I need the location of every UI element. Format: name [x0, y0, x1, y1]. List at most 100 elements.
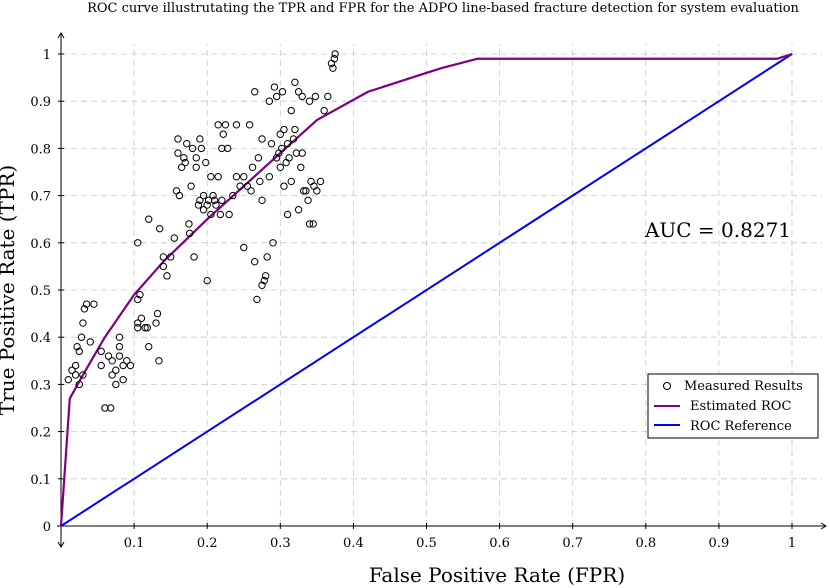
measured-point — [247, 187, 255, 195]
measured-point — [258, 196, 266, 205]
measured-point — [187, 182, 195, 190]
measured-point — [248, 163, 257, 171]
x-tick-label: 0.8 — [635, 536, 656, 551]
measured-point — [245, 121, 254, 129]
x-tick-label: 0.9 — [709, 536, 730, 551]
measured-point — [64, 375, 73, 384]
x-tick-label: 0.5 — [416, 536, 437, 551]
measured-point — [313, 187, 321, 195]
measured-point — [159, 253, 168, 261]
measured-point — [269, 239, 277, 247]
roc-reference-line — [60, 53, 793, 527]
measured-point — [305, 97, 314, 105]
measured-point — [258, 281, 266, 289]
x-tick-label: 0.7 — [562, 536, 583, 551]
x-axis-arrow — [820, 522, 827, 530]
measured-point — [276, 130, 284, 138]
y-tick-label: 0.4 — [30, 331, 51, 346]
measured-point — [285, 154, 293, 162]
legend-marker-measured — [662, 381, 672, 391]
measured-point — [251, 257, 259, 266]
measured-point — [174, 135, 182, 143]
y-tick-label: 1 — [43, 48, 51, 63]
measured-point — [188, 144, 197, 153]
measured-point — [197, 144, 206, 153]
measured-point — [272, 92, 281, 101]
measured-point — [297, 163, 305, 171]
measured-point — [174, 149, 182, 157]
measured-point — [280, 182, 288, 190]
measured-point — [115, 333, 124, 341]
measured-point — [134, 295, 142, 304]
measured-point — [292, 149, 301, 157]
measured-point — [152, 319, 160, 327]
measured-point — [185, 229, 194, 238]
measured-point — [298, 92, 306, 101]
measured-point — [71, 371, 80, 379]
measured-point — [265, 173, 274, 181]
measured-point — [243, 182, 252, 190]
y-tick-label: 0.1 — [30, 473, 51, 488]
measured-point — [203, 276, 211, 285]
measured-point — [320, 106, 328, 115]
measured-point — [324, 92, 332, 101]
series-layer — [59, 50, 793, 527]
measured-point — [119, 375, 127, 384]
measured-point — [270, 83, 279, 91]
measured-point — [240, 173, 248, 181]
measured-point — [71, 361, 80, 370]
measured-point — [77, 333, 86, 341]
measured-point — [101, 404, 109, 412]
legend-label-estimated: Estimated ROC — [690, 399, 791, 414]
chart-title: ROC curve illustrutating the TPR and FPR… — [87, 1, 799, 16]
y-tick-label: 0.3 — [30, 378, 51, 393]
measured-point — [287, 177, 295, 186]
measured-point — [204, 196, 213, 205]
measured-point — [260, 276, 268, 285]
measured-point — [272, 154, 281, 162]
measured-point — [123, 357, 131, 365]
measured-point — [283, 210, 292, 219]
measured-point — [251, 88, 259, 96]
measured-point — [307, 177, 315, 186]
measured-point — [294, 206, 303, 214]
measured-point — [97, 361, 105, 370]
x-tick-label: 0.2 — [197, 536, 218, 551]
measured-point — [141, 324, 149, 332]
measured-point — [256, 177, 264, 186]
measured-point — [232, 173, 241, 181]
ticks-layer: 0.1 0.2 0.3 0.4 0.5 0.6 0.7 0.8 0.9 1 0 0.1 0.2 0.3 0.… — [30, 48, 796, 551]
measured-point — [192, 154, 200, 162]
measured-point — [280, 125, 288, 134]
measured-point — [155, 224, 164, 233]
measured-point — [73, 342, 81, 351]
measured-point — [261, 272, 270, 280]
measured-point — [190, 253, 198, 261]
measured-point — [163, 272, 171, 280]
x-tick-label: 0.6 — [489, 536, 510, 551]
measured-point — [108, 371, 116, 379]
measured-point — [126, 361, 135, 370]
measured-point — [180, 154, 188, 162]
measured-point — [331, 50, 339, 58]
measured-point — [112, 366, 120, 374]
measured-point — [232, 121, 241, 129]
measured-point — [183, 139, 191, 148]
measured-point — [216, 210, 225, 219]
measured-point — [196, 135, 204, 143]
measured-point — [166, 253, 175, 261]
measured-point — [209, 191, 217, 200]
measured-point — [104, 352, 113, 360]
measured-point — [278, 144, 286, 153]
y-axis-arrow-bottom — [57, 541, 65, 548]
measured-point — [287, 106, 295, 115]
y-tick-label: 0.8 — [30, 142, 51, 157]
measured-point — [253, 295, 261, 304]
measured-point — [145, 215, 153, 223]
measured-point — [289, 135, 298, 143]
x-tick-label: 1 — [788, 536, 796, 551]
measured-point — [107, 404, 115, 412]
measured-point — [79, 371, 87, 379]
measured-point — [254, 154, 263, 162]
